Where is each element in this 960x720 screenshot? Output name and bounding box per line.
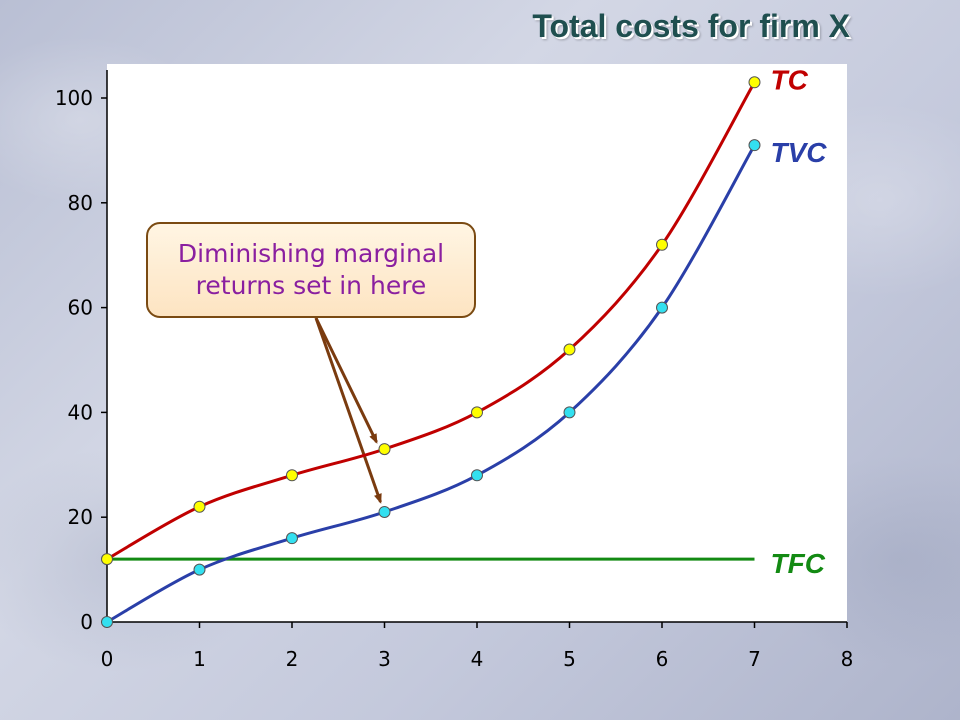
callout-arrows	[314, 317, 382, 504]
tvc-point	[378, 505, 391, 518]
y-tick-label: 20	[68, 505, 93, 529]
y-tick-label: 0	[80, 610, 93, 634]
tc-point	[101, 553, 113, 566]
arrow-to-tc	[314, 317, 378, 444]
chart-title: Total costs for firm X	[532, 8, 850, 44]
callout-line-2: returns set in here	[195, 271, 427, 300]
y-tick-label: 80	[68, 191, 93, 215]
plot-area	[107, 64, 847, 622]
x-tick-label: 7	[748, 647, 761, 671]
x-tick-label: 2	[286, 647, 299, 671]
x-tick-label: 3	[378, 647, 391, 671]
tc-point	[656, 238, 668, 251]
tfc-label: TFC	[771, 548, 826, 579]
tvc-label: TVC	[771, 137, 828, 168]
tc-point	[471, 406, 483, 419]
x-tick-label: 8	[841, 647, 854, 671]
callout-line-1: Diminishing marginal	[177, 239, 445, 268]
arrow-to-tvc	[314, 317, 382, 504]
tc-point	[563, 343, 576, 356]
tvc-point	[563, 406, 576, 419]
x-tick-label: 5	[563, 647, 576, 671]
tvc-point	[193, 563, 206, 576]
tc-point	[286, 469, 298, 482]
x-tick-label: 1	[193, 647, 206, 671]
series-layer	[101, 76, 761, 628]
tvc-point	[656, 301, 668, 314]
x-tick-label: 6	[656, 647, 669, 671]
tc-point	[378, 443, 391, 456]
x-tick-label: 4	[471, 647, 484, 671]
tvc-point	[101, 616, 113, 628]
tvc-point	[471, 469, 483, 482]
y-tick-label: 40	[68, 400, 93, 424]
tc-label: TC	[771, 64, 809, 95]
tc-point	[193, 500, 206, 513]
y-tick-label: 60	[68, 296, 93, 320]
tc-point	[748, 76, 761, 89]
axes: 0 20 40 60 80 100 0 1 2 3 4 5 6 7 8	[55, 70, 854, 671]
tvc-point	[748, 139, 761, 152]
x-tick-label: 0	[101, 647, 114, 671]
series-labels: TC TVC TFC	[771, 64, 828, 579]
tvc-point	[286, 532, 298, 545]
y-tick-label: 100	[55, 86, 93, 110]
callout-box: Diminishing marginal returns set in here	[146, 222, 476, 318]
